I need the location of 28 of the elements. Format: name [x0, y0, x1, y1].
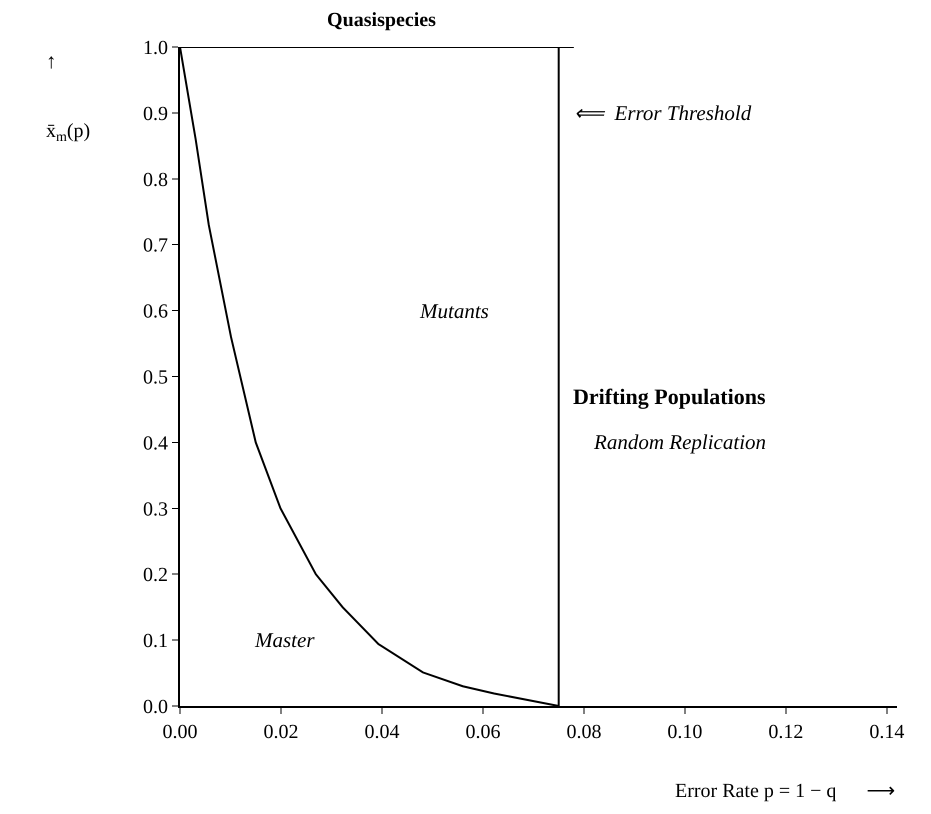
y-tick-label: 0.9: [143, 102, 168, 125]
x-tick-label: 0.02: [263, 721, 298, 743]
y-axis-title: x̄$_{m}$(p): [46, 120, 90, 146]
annotation: ⟸ Error Threshold: [574, 101, 752, 125]
text: ↑: [46, 49, 56, 73]
x-tick-label: 0.06: [465, 721, 500, 743]
y-tick-label: 1.0: [143, 37, 168, 59]
x-tick-label: 0.00: [162, 721, 198, 743]
y-tick-label: 0.7: [143, 234, 168, 257]
x-tick-label: 0.10: [667, 721, 702, 743]
y-tick-label: 0.0: [143, 696, 168, 718]
x-tick-label: 0.08: [566, 721, 602, 743]
y-tick-label: 0.2: [143, 564, 168, 586]
x-axis-title: Error Rate p = 1 − q ⟶: [675, 780, 896, 802]
chart-title: Quasispecies: [327, 9, 436, 32]
annotation: Master: [254, 628, 316, 652]
annotation: Mutants: [419, 299, 489, 323]
annotation: Drifting Populations: [573, 384, 766, 409]
x-tick-label: 0.14: [869, 721, 904, 743]
y-tick-label: 0.4: [143, 432, 168, 454]
x-tick-label: 0.12: [768, 721, 804, 743]
y-tick-label: 0.1: [143, 630, 168, 652]
y-tick-label: 0.5: [143, 366, 168, 388]
y-tick-label: 0.6: [143, 300, 168, 323]
y-tick-label: 0.3: [143, 498, 168, 520]
x-tick-label: 0.04: [364, 721, 400, 743]
y-tick-label: 0.8: [143, 168, 168, 191]
annotation: Random Replication: [593, 430, 766, 454]
